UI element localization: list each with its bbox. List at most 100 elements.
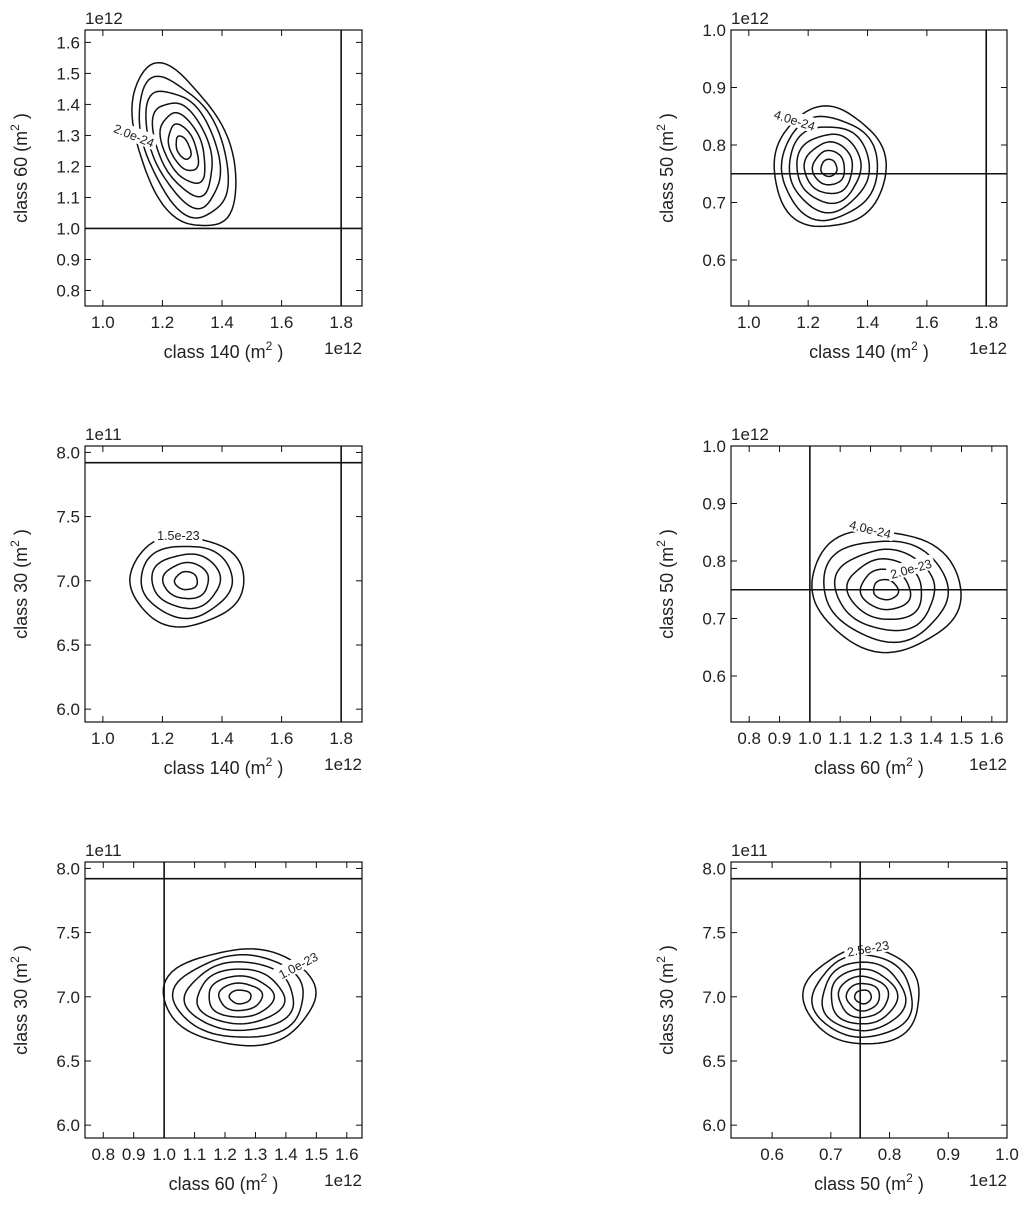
x-tick-label: 0.9 <box>122 1145 146 1164</box>
y-tick-label: 7.0 <box>56 988 80 1007</box>
x-tick-label: 0.6 <box>760 1145 784 1164</box>
y-axis-label: class 30 (m2 ) <box>8 529 31 639</box>
x-offset-label: 1e12 <box>969 339 1007 358</box>
contour-set: 2.5e-23 <box>802 935 920 1045</box>
contour-set: 4.0e-24 <box>769 104 887 228</box>
y-tick-label: 0.8 <box>56 281 80 300</box>
contour-label-bg <box>845 515 896 542</box>
panel-1: 1.0 1.2 1.4 1.6 1.8 0.8 0.9 1.0 1.1 1.2 1.3 1.4 1.5 1… <box>8 9 363 362</box>
x-tick-label: 1.8 <box>974 313 998 332</box>
y-tick-label: 0.7 <box>702 194 726 213</box>
contour-line <box>217 982 264 1012</box>
contour-line <box>228 989 252 1005</box>
x-tick-label: 1.2 <box>151 729 175 748</box>
y-tick-label: 0.9 <box>702 495 726 514</box>
y-tick-label: 7.0 <box>56 572 80 591</box>
contour-set: 4.0e-242.0e-23 <box>811 515 962 654</box>
y-tick-label: 1.5 <box>56 64 80 83</box>
y-tick-label: 1.0 <box>56 219 80 238</box>
x-tick-label: 0.9 <box>768 729 792 748</box>
y-offset-label: 1e11 <box>85 425 122 444</box>
contour-label-bg <box>273 946 323 983</box>
contour-line <box>175 135 192 161</box>
plot-frame <box>84 29 363 307</box>
y-axis-label: class 30 (m2 ) <box>8 945 31 1055</box>
y-offset-label: 1e11 <box>731 841 768 860</box>
contour-line <box>140 545 234 620</box>
y-tick-label: 1.1 <box>56 188 80 207</box>
y-tick-label: 0.9 <box>56 250 80 269</box>
y-axis-label: class 30 (m2 ) <box>654 945 677 1055</box>
contour-line <box>796 133 862 205</box>
contour-line <box>145 90 222 210</box>
contour-line <box>802 946 920 1045</box>
contour-label-bg <box>842 935 893 960</box>
contour-line <box>151 102 213 198</box>
y-tick-label: 7.5 <box>56 924 80 943</box>
x-tick-label: 1.0 <box>91 313 115 332</box>
x-axis-label: class 60 (m2 ) <box>169 1171 279 1194</box>
x-tick-label: 1.4 <box>274 1145 298 1164</box>
contour-line <box>811 149 846 186</box>
y-tick-label: 0.6 <box>702 667 726 686</box>
y-tick-label: 7.5 <box>56 508 80 527</box>
x-tick-label: 0.8 <box>878 1145 902 1164</box>
y-axis-label: class 50 (m2 ) <box>654 529 677 639</box>
contour-line <box>171 954 304 1038</box>
contour-set: 2.0e-24 <box>109 61 237 227</box>
y-offset-label: 1e12 <box>731 425 769 444</box>
y-tick-label: 0.8 <box>702 136 726 155</box>
contour-label-bg <box>109 118 160 151</box>
plot-frame <box>84 445 363 723</box>
y-tick-label: 6.5 <box>56 636 80 655</box>
plot-frame <box>730 29 1008 307</box>
y-tick-label: 8.0 <box>702 859 726 878</box>
contour-label: 2.5e-23 <box>846 938 890 959</box>
y-tick-label: 6.5 <box>702 1052 726 1071</box>
contour-line <box>811 529 962 654</box>
contour-line <box>872 578 900 601</box>
y-offset-label: 1e12 <box>85 9 123 28</box>
y-tick-label: 8.0 <box>56 859 80 878</box>
contour-line <box>131 61 237 227</box>
x-tick-label: 1.2 <box>859 729 883 748</box>
y-tick-label: 7.0 <box>702 988 726 1007</box>
contour-line <box>823 540 950 644</box>
y-axis-label: class 60 (m2 ) <box>8 113 31 223</box>
contour-line <box>853 989 873 1005</box>
contour-label-bg <box>769 104 821 134</box>
x-tick-label: 0.8 <box>91 1145 115 1164</box>
x-tick-label: 1.1 <box>183 1145 207 1164</box>
y-tick-label: 0.9 <box>702 79 726 98</box>
contour-set: 1.5e-23 <box>129 527 245 628</box>
y-tick-label: 0.6 <box>702 251 726 270</box>
contour-label: 1.5e-23 <box>157 529 199 543</box>
x-tick-label: 1.6 <box>915 313 939 332</box>
x-tick-label: 1.3 <box>889 729 913 748</box>
y-offset-label: 1e12 <box>731 9 769 28</box>
x-tick-label: 1.1 <box>828 729 852 748</box>
x-offset-label: 1e12 <box>324 1171 362 1190</box>
x-axis-label: class 60 (m2 ) <box>814 755 924 778</box>
panel-4: 0.8 0.9 1.0 1.1 1.2 1.3 1.4 1.5 1.6 0.6 0.7 0.8 0.9 1… <box>654 425 1008 778</box>
x-tick-label: 1.2 <box>796 313 820 332</box>
panel-3: 1.0 1.2 1.4 1.6 1.8 6.0 6.5 7.0 7.5 8.0 1e11 1e12 cl… <box>8 425 363 778</box>
contour-line <box>183 961 295 1032</box>
contour-set: 1.0e-23 <box>162 946 323 1047</box>
x-tick-label: 1.5 <box>305 1145 329 1164</box>
y-tick-label: 1.3 <box>56 126 80 145</box>
y-tick-label: 0.8 <box>702 552 726 571</box>
y-tick-label: 6.0 <box>56 700 80 719</box>
y-tick-label: 0.7 <box>702 610 726 629</box>
x-tick-label: 1.4 <box>210 729 234 748</box>
x-axis-label: class 50 (m2 ) <box>814 1171 924 1194</box>
x-tick-label: 1.2 <box>213 1145 237 1164</box>
plot-frame <box>84 861 363 1139</box>
x-tick-label: 0.9 <box>936 1145 960 1164</box>
x-tick-label: 1.6 <box>980 729 1004 748</box>
plot-frame <box>730 861 1008 1139</box>
x-offset-label: 1e12 <box>969 755 1007 774</box>
contour-line <box>773 105 887 228</box>
